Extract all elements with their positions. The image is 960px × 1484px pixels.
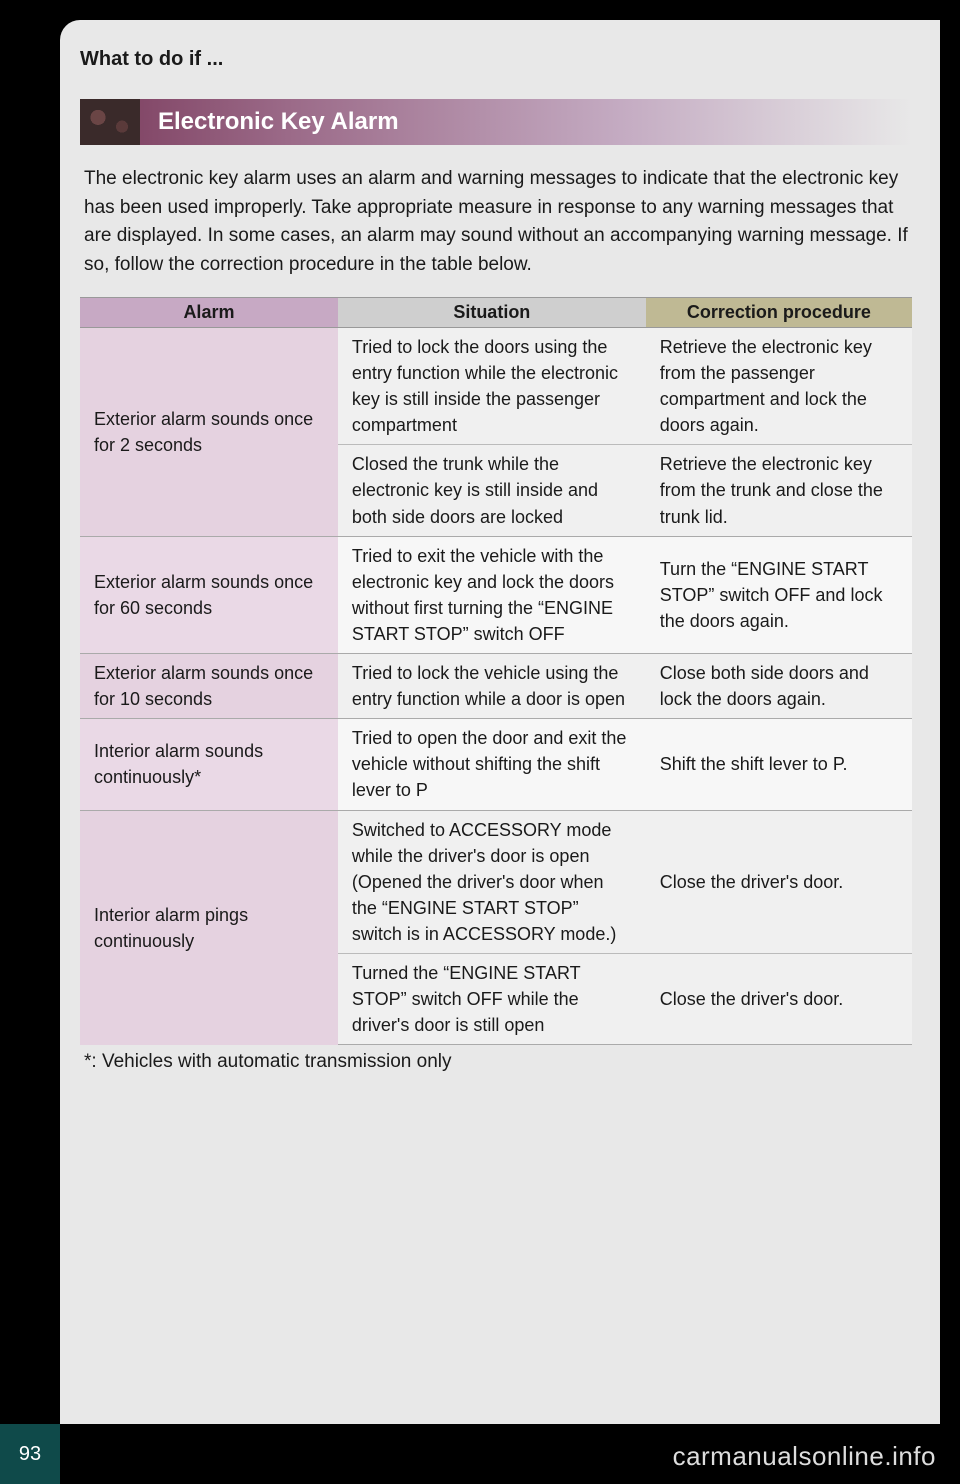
cell-situation: Tried to exit the vehicle with the elect… (338, 536, 646, 653)
cell-situation: Tried to open the door and exit the vehi… (338, 719, 646, 810)
table-row: Interior alarm sounds continuously* Trie… (80, 719, 912, 810)
cell-situation: Switched to ACCESSORY mode while the dri… (338, 810, 646, 953)
cell-alarm: Exterior alarm sounds once for 60 second… (80, 536, 338, 653)
cell-situation: Tried to lock the doors using the entry … (338, 328, 646, 445)
cell-correction: Close both side doors and lock the doors… (646, 654, 912, 719)
page-number-badge: 93 (0, 1424, 60, 1484)
section-title: Electronic Key Alarm (158, 108, 399, 136)
dashboard-photo-icon (80, 99, 140, 145)
cell-alarm: Exterior alarm sounds once for 10 second… (80, 654, 338, 719)
alarm-table: Alarm Situation Correction procedure Ext… (80, 297, 912, 1045)
table-header-row: Alarm Situation Correction procedure (80, 298, 912, 328)
header-correction: Correction procedure (646, 298, 912, 328)
section-title-bar: Electronic Key Alarm (80, 99, 912, 145)
page-content: What to do if ... Electronic Key Alarm T… (80, 48, 912, 1394)
watermark: carmanualsonline.info (673, 1441, 936, 1472)
header-alarm: Alarm (80, 298, 338, 328)
cell-correction: Retrieve the electronic key from the tru… (646, 445, 912, 536)
breadcrumb: What to do if ... (80, 48, 912, 71)
table-row: Exterior alarm sounds once for 10 second… (80, 654, 912, 719)
header-situation: Situation (338, 298, 646, 328)
cell-situation: Closed the trunk while the electronic ke… (338, 445, 646, 536)
cell-situation: Turned the “ENGINE START STOP” switch OF… (338, 953, 646, 1044)
table-row: Exterior alarm sounds once for 60 second… (80, 536, 912, 653)
table-row: Interior alarm pings continuously Switch… (80, 810, 912, 953)
cell-alarm: Interior alarm sounds continuously* (80, 719, 338, 810)
footnote: *: Vehicles with automatic transmission … (84, 1051, 908, 1073)
cell-correction: Turn the “ENGINE START STOP” switch OFF … (646, 536, 912, 653)
cell-correction: Retrieve the electronic key from the pas… (646, 328, 912, 445)
table-row: Exterior alarm sounds once for 2 seconds… (80, 328, 912, 445)
cell-alarm: Exterior alarm sounds once for 2 seconds (80, 328, 338, 537)
cell-alarm: Interior alarm pings continuously (80, 810, 338, 1045)
intro-paragraph: The electronic key alarm uses an alarm a… (84, 165, 908, 279)
cell-correction: Shift the shift lever to P. (646, 719, 912, 810)
cell-situation: Tried to lock the vehicle using the entr… (338, 654, 646, 719)
cell-correction: Close the driver's door. (646, 810, 912, 953)
cell-correction: Close the driver's door. (646, 953, 912, 1044)
